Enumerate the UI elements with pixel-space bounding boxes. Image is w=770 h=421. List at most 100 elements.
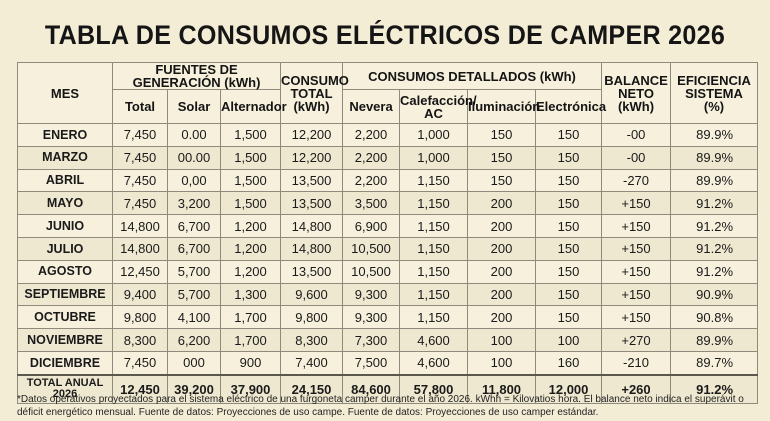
cell-calefaccion: 1,000 (399, 123, 469, 147)
cell-solar: 6,200 (167, 328, 221, 352)
cell-balance: -270 (601, 168, 672, 193)
total-cell-alternador: 37,900 (219, 373, 282, 404)
cell-mes: AGOSTO (17, 259, 113, 284)
cell-calefaccion: 4,600 (399, 350, 469, 376)
cell-eficiencia: 91.2% (670, 259, 759, 284)
cell-eficiencia: 89.9% (670, 328, 759, 352)
cell-consumo: 8,300 (280, 328, 344, 352)
cell-electronica: 150 (535, 145, 603, 170)
cell-calefaccion: 1,150 (399, 282, 469, 307)
cell-balance: +150 (601, 236, 672, 261)
cell-electronica: 150 (535, 305, 603, 330)
total-cell-consumo: 24,150 (280, 373, 344, 404)
cell-eficiencia: 89.7% (670, 350, 759, 376)
cell-alternador: 1,500 (219, 145, 282, 170)
total-row-label-mes-1: TOTAL ANUAL (26, 376, 104, 389)
cell-iluminacion: 200 (467, 282, 537, 307)
cell-solar: 0,00 (167, 168, 221, 193)
header-electronica: Electrónica (535, 89, 606, 124)
cell-total: 7,450 (112, 168, 168, 193)
cell-solar: 5,700 (167, 259, 221, 284)
cell-consumo: 14,800 (280, 236, 344, 261)
cell-iluminacion: 200 (467, 305, 537, 330)
cell-balance: +270 (601, 328, 672, 352)
cell-eficiencia: 91.2% (670, 214, 759, 238)
cell-nevera: 10,500 (342, 259, 401, 284)
cell-nevera: 6,900 (342, 214, 401, 238)
cell-total: 7,450 (112, 145, 168, 170)
cell-mes: MARZO (17, 145, 113, 170)
cell-nevera: 2,200 (342, 145, 401, 170)
cell-consumo: 13,500 (280, 259, 344, 284)
total-row: TOTAL ANUAL 2026 12,450 39,200 37,900 24,150 8… (17, 373, 759, 404)
cell-calefaccion: 1,150 (399, 214, 469, 238)
cell-electronica: 150 (535, 236, 603, 261)
total-row-label-mes-2: 2026 (52, 388, 78, 401)
table-row: JUNIO 14,800 6,700 1,200 14,800 6,900 1,150 200… (17, 214, 759, 238)
cell-solar: 5,700 (167, 282, 221, 307)
cell-iluminacion: 200 (467, 214, 537, 238)
cell-consumo: 9,600 (280, 282, 344, 307)
cell-balance: -00 (601, 123, 672, 147)
cell-total: 12,450 (112, 259, 168, 284)
cell-electronica: 150 (535, 191, 603, 216)
cell-total: 7,450 (112, 123, 168, 147)
header-consumo-line2: TOTAL (290, 85, 333, 101)
cell-solar: 4,100 (167, 305, 221, 330)
cell-electronica: 160 (535, 350, 603, 376)
cell-balance: +150 (601, 214, 672, 238)
cell-electronica: 150 (535, 168, 603, 193)
cell-eficiencia: 90.9% (670, 282, 759, 307)
cell-total: 9,400 (112, 282, 168, 307)
cell-alternador: 1,200 (219, 236, 282, 261)
cell-iluminacion: 150 (467, 145, 537, 170)
cell-iluminacion: 200 (467, 191, 537, 216)
table-row: NOVIEMBRE 8,300 6,200 1,700 8,300 7,300 4,600 1… (17, 328, 759, 352)
cell-iluminacion: 100 (467, 328, 537, 352)
table-row: MAYO 7,450 3,200 1,500 13,500 3,500 1,150 200 15… (17, 191, 759, 216)
header-eficiencia: EFICIENCIA SISTEMA (%) (670, 62, 759, 124)
cell-iluminacion: 200 (467, 236, 537, 261)
cell-solar: 0.00 (167, 123, 221, 147)
cell-nevera: 7,300 (342, 328, 401, 352)
cell-electronica: 100 (535, 328, 603, 352)
header-balance-line3: (kWh) (617, 98, 655, 114)
cell-alternador: 1,500 (219, 123, 282, 147)
cell-nevera: 9,300 (342, 282, 401, 307)
cell-total: 7,450 (112, 350, 168, 376)
cell-calefaccion: 1,000 (399, 145, 469, 170)
header-consumo-line1: CONSUMO (281, 72, 349, 88)
cell-alternador: 1,500 (219, 191, 282, 216)
cell-consumo: 7,400 (280, 350, 344, 376)
cell-eficiencia: 90.8% (670, 305, 759, 330)
total-cell-solar: 39,200 (167, 373, 221, 404)
cell-nevera: 3,500 (342, 191, 401, 216)
cell-nevera: 2,200 (342, 123, 401, 147)
cell-nevera: 9,300 (342, 305, 401, 330)
header-calefaccion-line2: AC (424, 105, 443, 121)
header-fuentes: FUENTES DE GENERACIÓN (kWh) (111, 62, 282, 90)
cell-electronica: 150 (535, 259, 603, 284)
cell-mes: MAYO (17, 191, 113, 216)
header-nevera: Nevera (342, 89, 401, 124)
table-row: OCTUBRE 9,800 4,100 1,700 9,800 9,300 1,150 200… (17, 305, 759, 330)
cell-mes: DICIEMBRE (17, 350, 113, 376)
cell-consumo: 12,200 (280, 123, 344, 147)
table-row: JULIO 14,800 6,700 1,200 14,800 10,500 1,150 20… (17, 236, 759, 261)
cell-alternador: 900 (219, 350, 282, 376)
cell-total: 14,800 (112, 214, 168, 238)
total-cell-calefaccion: 57,800 (399, 373, 469, 404)
cell-iluminacion: 150 (467, 123, 537, 147)
cell-balance: -00 (601, 145, 672, 170)
cell-mes: OCTUBRE (17, 305, 113, 330)
cell-eficiencia: 91.2% (670, 236, 759, 261)
header-eficiencia-line1: EFICIENCIA (677, 72, 751, 88)
total-cell-total: 12,450 (112, 373, 168, 404)
cell-consumo: 13,500 (280, 168, 344, 193)
cell-alternador: 1,700 (219, 305, 282, 330)
header-eficiencia-line2: SISTEMA (685, 85, 743, 101)
cell-consumo: 14,800 (280, 214, 344, 238)
cell-eficiencia: 89.9% (670, 145, 759, 170)
cell-alternador: 1,700 (219, 328, 282, 352)
header-total: Total (112, 89, 168, 124)
